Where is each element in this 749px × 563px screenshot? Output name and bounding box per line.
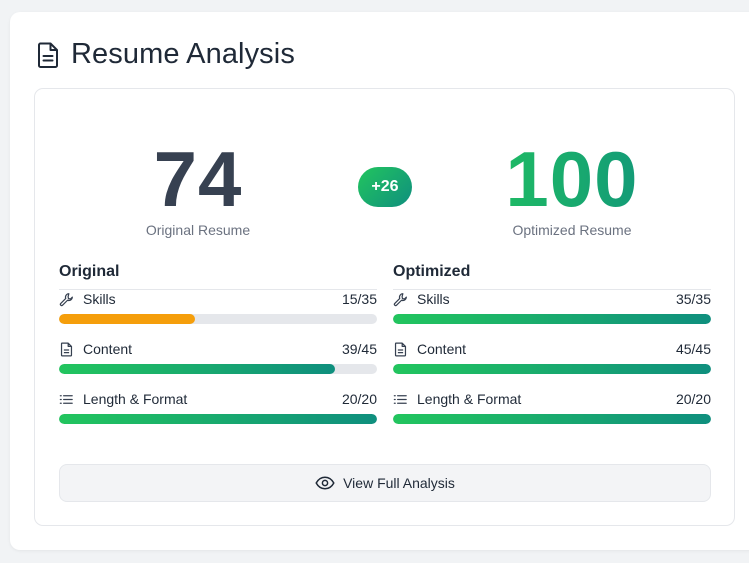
optimized-breakdown: Optimized Skills 35/35 Conte (393, 263, 711, 440)
progress-fill (59, 414, 377, 424)
resume-analysis-card: Resume Analysis 74 Original Resume +26 1… (10, 12, 749, 550)
metric-skills: Skills 35/35 (393, 290, 711, 340)
optimized-score-block: 100 Optimized Resume (452, 139, 692, 238)
view-full-analysis-label: View Full Analysis (343, 475, 455, 491)
metric-label: Skills (417, 291, 450, 307)
metric-label: Length & Format (417, 391, 522, 407)
original-breakdown: Original Skills 15/35 Conten (59, 263, 377, 440)
metric-label: Content (417, 341, 467, 357)
progress-track (59, 414, 377, 424)
metric-label: Skills (83, 291, 116, 307)
metric-score: 35/35 (675, 291, 711, 307)
metric-length-format: Length & Format 20/20 (59, 390, 377, 440)
page-title: Resume Analysis (71, 38, 295, 70)
metric-skills: Skills 15/35 (59, 290, 377, 340)
metric-content: Content 39/45 (59, 340, 377, 390)
eye-icon (315, 476, 335, 490)
progress-fill (59, 314, 196, 324)
metric-length-format: Length & Format 20/20 (393, 390, 711, 440)
document-icon (394, 342, 407, 356)
metric-score: 20/20 (675, 391, 711, 407)
original-score: 74 (153, 135, 243, 223)
metric-score: 15/35 (341, 291, 377, 307)
analysis-panel: 74 Original Resume +26 100 Optimized Res… (34, 88, 735, 526)
score-delta-badge: +26 (358, 167, 412, 207)
progress-track (59, 364, 377, 374)
optimized-breakdown-title: Optimized (393, 263, 711, 290)
metric-label: Length & Format (83, 391, 188, 407)
progress-fill (393, 364, 711, 374)
card-header: Resume Analysis (37, 38, 295, 71)
progress-track (393, 314, 711, 324)
original-score-label: Original Resume (145, 222, 251, 238)
progress-fill (59, 364, 335, 374)
wrench-icon (59, 292, 73, 306)
progress-track (59, 314, 377, 324)
metric-score: 45/45 (675, 341, 711, 357)
original-breakdown-title: Original (59, 263, 377, 290)
progress-fill (393, 414, 711, 424)
document-icon (60, 342, 73, 356)
list-icon (59, 394, 73, 404)
optimized-score: 100 (452, 139, 692, 219)
progress-fill (393, 314, 711, 324)
optimized-score-label: Optimized Resume (512, 222, 632, 238)
metric-content: Content 45/45 (393, 340, 711, 390)
original-score-block: 74 Original Resume (78, 139, 318, 238)
metric-score: 39/45 (341, 341, 377, 357)
view-full-analysis-button[interactable]: View Full Analysis (59, 464, 711, 502)
document-icon (38, 42, 58, 68)
list-icon (393, 394, 407, 404)
wrench-icon (393, 292, 407, 306)
progress-track (393, 364, 711, 374)
metric-label: Content (83, 341, 133, 357)
progress-track (393, 414, 711, 424)
metric-score: 20/20 (341, 391, 377, 407)
